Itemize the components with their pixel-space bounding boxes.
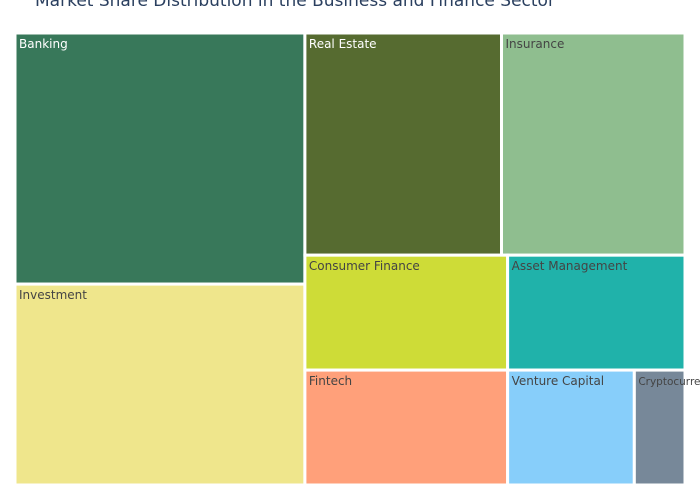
tile-label-venture-capital: Venture Capital — [512, 374, 605, 388]
tile-insurance[interactable]: Insurance — [500, 31, 687, 257]
tile-label-real-estate: Real Estate — [309, 37, 377, 51]
tile-rect-real-estate[interactable] — [303, 31, 504, 257]
tile-rect-asset-management[interactable] — [506, 253, 687, 372]
tile-label-fintech: Fintech — [309, 374, 352, 388]
tile-label-investment: Investment — [19, 288, 87, 302]
tile-asset-management[interactable]: Asset Management — [506, 253, 687, 372]
tile-label-asset-management: Asset Management — [512, 259, 628, 273]
tile-banking[interactable]: Banking — [13, 31, 307, 286]
tile-venture-capital[interactable]: Venture Capital — [506, 368, 636, 487]
tile-investment[interactable]: Investment — [13, 282, 307, 487]
tile-consumer-finance[interactable]: Consumer Finance — [303, 253, 510, 372]
tile-label-cryptocurrency: Cryptocurrency — [638, 376, 700, 388]
tile-fintech[interactable]: Fintech — [303, 368, 510, 487]
tile-rect-banking[interactable] — [13, 31, 307, 286]
tile-rect-cryptocurrency[interactable] — [632, 368, 687, 487]
tile-rect-fintech[interactable] — [303, 368, 510, 487]
tile-rect-investment[interactable] — [13, 282, 307, 487]
chart-title: Market Share Distribution in the Busines… — [35, 0, 555, 11]
tile-label-insurance: Insurance — [506, 37, 565, 51]
tile-label-banking: Banking — [19, 37, 68, 51]
tile-rect-venture-capital[interactable] — [506, 368, 636, 487]
tile-label-consumer-finance: Consumer Finance — [309, 259, 420, 273]
tile-rect-insurance[interactable] — [500, 31, 687, 257]
tile-cryptocurrency[interactable]: Cryptocurrency — [632, 368, 700, 487]
tile-real-estate[interactable]: Real Estate — [303, 31, 504, 257]
